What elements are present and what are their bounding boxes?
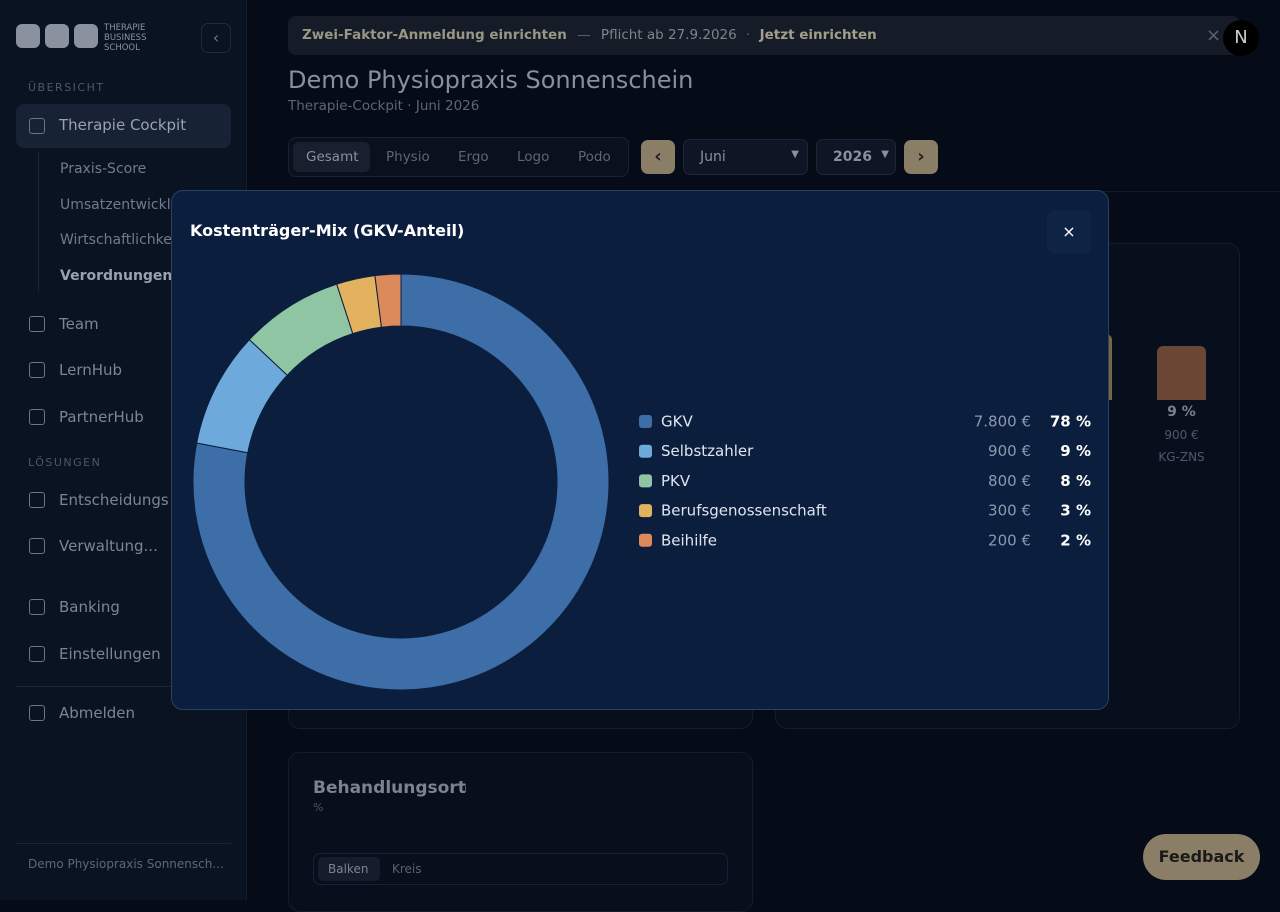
divider (16, 686, 231, 687)
info-icon[interactable]: i (464, 782, 468, 795)
subnav-item[interactable]: Wirtschaftlichkeit (60, 232, 182, 248)
bar-amount: 900 € (1164, 428, 1199, 442)
banner-title: Zwei-Faktor-Anmeldung einrichten (302, 27, 567, 43)
bar (1157, 346, 1206, 400)
feedback-button[interactable]: Feedback (1143, 834, 1260, 880)
tab[interactable]: Logo (517, 149, 550, 165)
year-select[interactable]: 2026 ▼ (816, 139, 896, 175)
banner: Zwei-Faktor-Anmeldung einrichten — Pflic… (288, 16, 1240, 55)
page-subtitle: Therapie-Cockpit · Juni 2026 (288, 98, 480, 114)
nav-item[interactable]: Banking (59, 598, 120, 616)
nav-item[interactable]: PartnerHub (59, 408, 144, 426)
collapse-button[interactable]: ‹ (201, 23, 231, 53)
legend-amount: 7.800 € (974, 413, 1031, 431)
brand: THERAPIE BUSINESS SCHOOL (104, 23, 146, 53)
modal-close[interactable]: × (1047, 210, 1091, 254)
legend-percent: 3 % (1060, 502, 1091, 520)
section-label: ÜBERSICHT (28, 81, 105, 94)
nav-label: Therapie Cockpit (59, 116, 187, 134)
legend-swatch (639, 474, 652, 488)
bar-label: KG-ZNS (1158, 450, 1205, 464)
toggle-option[interactable]: Balken (328, 862, 369, 876)
legend-amount: 200 € (988, 531, 1031, 549)
page-title: Demo Physiopraxis Sonnenschein (288, 66, 694, 94)
footer-text: Demo Physiopraxis Sonnensch... (28, 857, 224, 871)
subnav-item[interactable]: Umsatzentwicklung (60, 197, 198, 213)
tab[interactable]: Gesamt (306, 149, 359, 165)
card-unit: % (313, 801, 324, 814)
nav-item[interactable]: Verwaltung... (59, 537, 158, 555)
tab[interactable]: Ergo (458, 149, 489, 165)
section-label: LÖSUNGEN (28, 456, 102, 469)
donut-chart: GKV 7.800 € 78 % Selbstzahler 900 € 9 % PKV 800… (192, 273, 1091, 691)
location-card: Behandlungsort i % Balken Kreis (288, 752, 753, 912)
caret: ▼ (791, 149, 799, 160)
month-select[interactable]: Juni ▼ (683, 139, 808, 175)
subnav-item[interactable]: Verordnungen (60, 268, 173, 284)
nav-active[interactable]: Therapie Cockpit (16, 104, 231, 148)
toggle-option[interactable]: Kreis (392, 862, 422, 876)
legend-amount: 800 € (988, 472, 1031, 490)
banner-note: Pflicht ab 27.9.2026 (600, 27, 737, 43)
slice (374, 273, 402, 328)
legend-label: GKV (661, 413, 693, 431)
next-button[interactable]: › (904, 140, 938, 174)
prev-button[interactable]: ‹ (641, 140, 675, 174)
tabs: Gesamt Physio Ergo Logo Podo (288, 137, 629, 177)
modal-title: Kostenträger-Mix (GKV-Anteil) (190, 221, 465, 240)
legend-swatch (639, 415, 652, 428)
legend-amount: 300 € (988, 502, 1031, 520)
toggle-active (318, 857, 380, 881)
legend-label: Selbstzahler (661, 442, 754, 460)
nav-item[interactable]: Entscheidungs (59, 491, 169, 509)
slice (192, 273, 610, 691)
logout[interactable]: Abmelden (59, 704, 136, 722)
select-value: 2026 (833, 149, 872, 165)
legend-label: Beihilfe (661, 531, 717, 549)
modal: Kostenträger-Mix (GKV-Anteil) × GKV 7.800… (171, 190, 1109, 710)
subnav-rule (38, 152, 39, 292)
card-title: Behandlungsort (313, 778, 466, 798)
legend-percent: 8 % (1060, 472, 1091, 490)
separator: · (746, 27, 751, 43)
tab[interactable]: Podo (578, 149, 611, 165)
brand-line: SCHOOL (104, 43, 140, 53)
separator: — (577, 27, 591, 43)
banner-action[interactable]: Jetzt einrichten (759, 27, 877, 43)
tab[interactable]: Physio (386, 149, 430, 165)
legend-percent: 78 % (1050, 413, 1091, 431)
brand-line: BUSINESS (104, 33, 147, 43)
select-value: Juni (700, 149, 726, 165)
banner-close[interactable]: × (1206, 25, 1222, 46)
nav-item[interactable]: Team (59, 315, 99, 333)
legend-label: Berufsgenossenschaft (661, 502, 827, 520)
legend-swatch (639, 444, 652, 458)
legend-swatch (639, 504, 652, 518)
tab-active (293, 142, 370, 172)
legend-label: PKV (661, 472, 691, 490)
divider (16, 843, 231, 844)
brand-line: THERAPIE (104, 23, 146, 33)
avatar[interactable]: N (1223, 20, 1259, 56)
legend-percent: 9 % (1060, 442, 1091, 460)
logo (16, 24, 98, 48)
toggle: Balken Kreis (313, 853, 728, 885)
subnav-item[interactable]: Praxis-Score (60, 161, 147, 177)
bar-percent: 9 % (1167, 404, 1196, 420)
nav-item[interactable]: LernHub (59, 361, 123, 379)
nav-item[interactable]: Einstellungen (59, 645, 161, 663)
legend-swatch (639, 533, 652, 547)
legend-amount: 900 € (988, 442, 1031, 460)
caret: ▼ (881, 149, 889, 160)
legend-percent: 2 % (1060, 531, 1091, 549)
